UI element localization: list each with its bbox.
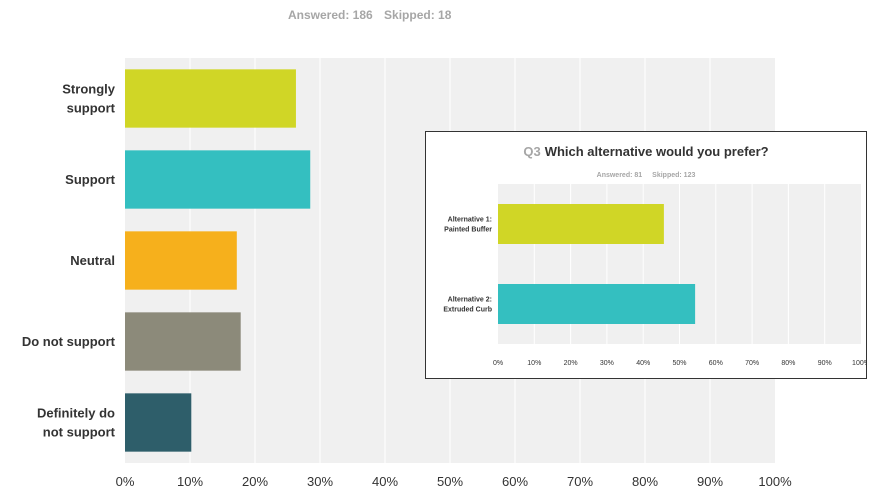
main-x-tick-label: 80%: [632, 474, 658, 489]
inset-x-tick-label: 50%: [672, 360, 686, 367]
inset-category-label: Alternative 2:: [448, 296, 492, 303]
inset-skipped-count: Skipped: 123: [652, 172, 696, 179]
inset-x-tick-label: 40%: [636, 360, 650, 367]
inset-bar-chart: 0% 10% 20% 30% 40% 50% 60% 70% 80% 90% 100% Alterna…: [443, 184, 866, 367]
main-category-label: Definitely do: [37, 406, 115, 421]
main-x-tick-label: 90%: [697, 474, 723, 489]
inset-answered-count: Answered: 81: [596, 172, 643, 179]
inset-chart-panel: Q3 Which alternative would you prefer? An…: [425, 131, 867, 379]
main-bar: [125, 150, 311, 209]
main-bar: [125, 69, 296, 128]
main-bar: [125, 231, 237, 290]
inset-x-tick-label: 70%: [745, 360, 759, 367]
main-x-tick-label: 30%: [307, 474, 333, 489]
inset-category-label: Painted Buffer: [444, 227, 492, 234]
main-bar: [125, 393, 192, 452]
inset-x-tick-label: 90%: [818, 360, 832, 367]
main-bar: [125, 312, 241, 371]
inset-x-tick-label: 30%: [600, 360, 614, 367]
inset-x-tick-label: 0%: [493, 360, 503, 367]
skipped-count: Skipped: 18: [384, 8, 452, 22]
inset-x-tick-label: 60%: [709, 360, 723, 367]
inset-category-label: Alternative 1:: [448, 216, 492, 223]
main-x-tick-label: 40%: [372, 474, 398, 489]
inset-x-tick-label: 80%: [781, 360, 795, 367]
inset-x-tick-label: 20%: [564, 360, 578, 367]
inset-x-tick-label: 10%: [527, 360, 541, 367]
main-x-tick-label: 10%: [177, 474, 203, 489]
main-category-label: not support: [43, 424, 116, 439]
inset-bar: [498, 204, 664, 244]
inset-chart-title: Q3 Which alternative would you prefer?: [426, 144, 866, 159]
inset-bar: [498, 284, 696, 324]
inset-x-tick-label: 100%: [852, 360, 866, 367]
response-stats: Answered: 186 Skipped: 18: [288, 8, 459, 22]
question-number: Q3: [523, 144, 541, 159]
main-x-tick-label: 60%: [502, 474, 528, 489]
main-x-tick-label: 70%: [567, 474, 593, 489]
main-category-label: Support: [65, 172, 115, 187]
main-x-tick-label: 100%: [758, 474, 792, 489]
main-x-tick-label: 50%: [437, 474, 463, 489]
answered-count: Answered: 186: [288, 8, 373, 22]
inset-category-label: Extruded Curb: [443, 307, 492, 314]
main-category-label: support: [67, 100, 116, 115]
inset-response-stats: Answered: 81 Skipped: 123: [426, 172, 866, 179]
question-text: Which alternative would you prefer?: [544, 144, 769, 159]
main-category-label: Strongly: [62, 82, 115, 97]
main-category-label: Neutral: [70, 253, 115, 268]
main-x-tick-label: 0%: [116, 474, 135, 489]
main-category-label: Do not support: [22, 334, 116, 349]
main-x-tick-label: 20%: [242, 474, 268, 489]
